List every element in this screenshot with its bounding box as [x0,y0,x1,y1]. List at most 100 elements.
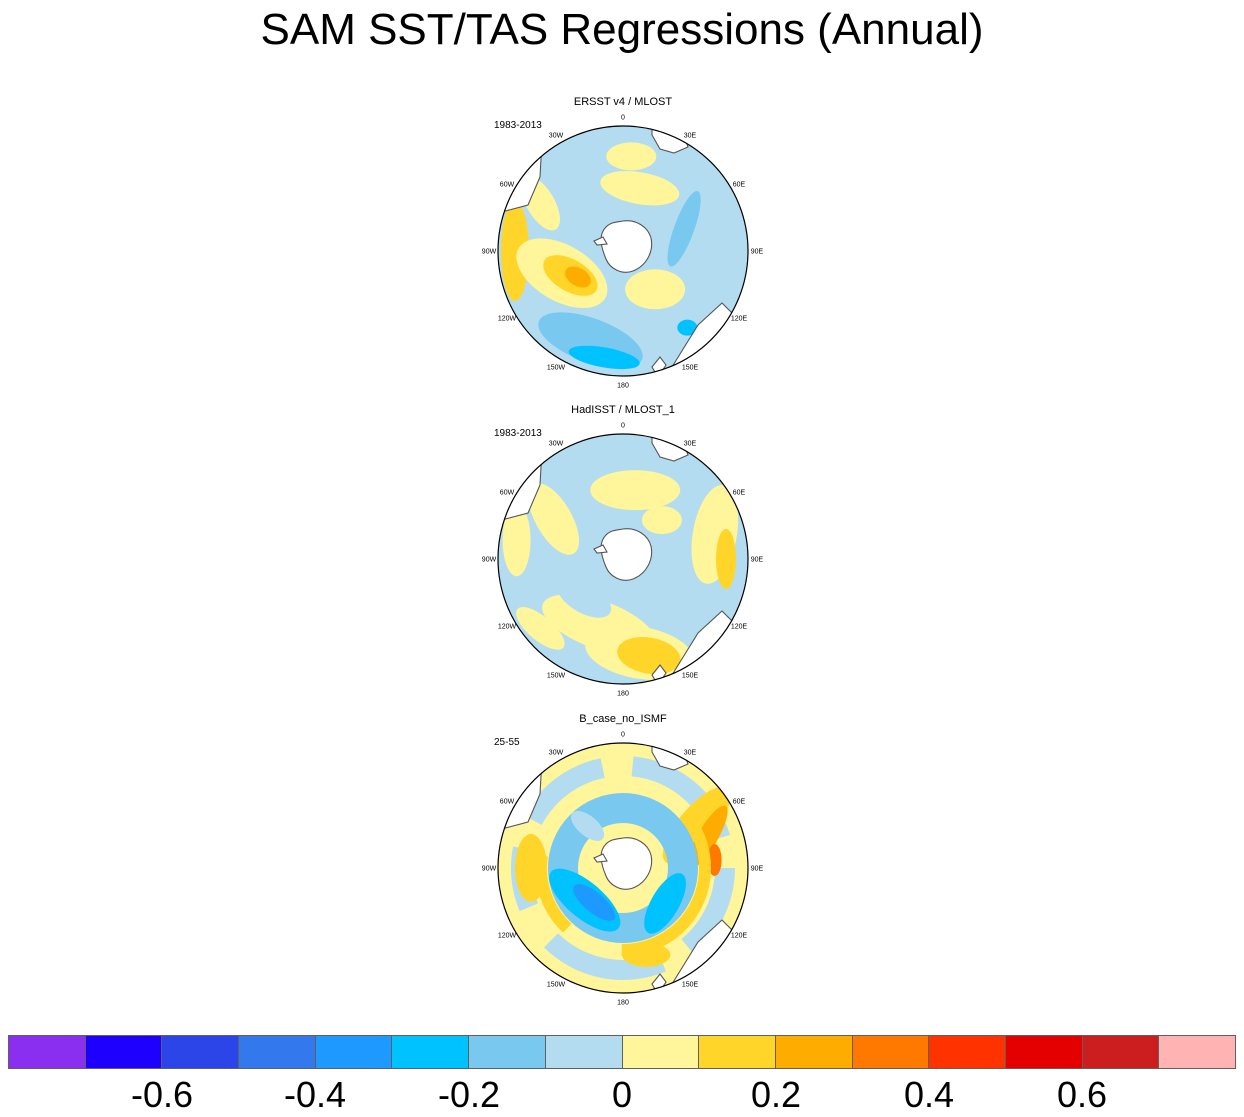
anomaly-contour [677,319,698,336]
longitude-label: 0 [621,423,625,430]
anomaly-contour [548,793,698,943]
colorbar-tick-label: 0.2 [750,1074,802,1115]
anomaly-contour [570,810,605,841]
longitude-label: 60W [500,182,515,189]
map-border [497,742,749,994]
colorbar-tick-label: 0.4 [903,1074,955,1115]
longitude-label: 120W [498,316,517,323]
longitude-label: 60W [500,799,515,806]
anomaly-contour [644,873,686,934]
panel-title: ERSST v4 / MLOST [573,96,673,108]
longitude-label: 30W [549,441,564,448]
map-panel-ersst: 0 30E 60E 90E 120E 150E 180 150W 120W 90W 60W 30W E… [470,95,776,395]
panel-title: HadISST / MLOST_1 [571,404,675,416]
map-panel-bcase: 0 30E 60E 90E 120E 150E 180 150W 120W 90W 60W 30W B… [470,712,776,1012]
colorbar-tick-label: 0 [611,1074,633,1115]
anomaly-contour [568,345,640,370]
panel-title: B_case_no_ISMF [579,713,667,725]
anomaly-contour [502,504,531,577]
longitude-label: 30W [549,750,564,757]
colorbar-box [161,1035,240,1069]
colorbar-box [468,1035,546,1069]
polar-map: 0 30E 60E 90E 120E 150E 180 150W 120W 90W 60W 30W [482,423,764,698]
anomaly-contour [641,506,682,535]
longitude-label: 180 [617,691,629,698]
longitude-label: 0 [621,732,625,739]
polar-map: 0 30E 60E 90E 120E 150E 180 150W 120W 90W 60W 30W [482,115,764,390]
colorbar-box [928,1035,1006,1069]
longitude-label: 60E [733,799,746,806]
anomaly-contour [617,637,681,675]
colorbar-box [851,1035,930,1069]
colorbar-box [314,1035,393,1069]
anomaly-contour [528,483,580,555]
longitude-label: 120W [498,933,517,940]
colorbar-tick-label: -0.2 [437,1074,501,1115]
anomaly-contour [535,780,711,956]
longitude-label: 150E [682,982,699,989]
antarctica [600,837,653,890]
longitude-label: 60W [500,490,515,497]
longitude-label: 30E [684,133,697,140]
longitude-label: 90W [482,249,497,256]
anomaly-contour [625,269,686,310]
colorbar-tick-label: 0.6 [1056,1074,1108,1115]
anomaly-contour [606,142,657,171]
longitude-label: 30E [684,750,697,757]
longitude-label: 90E [751,557,764,564]
colorbar-box [1158,1035,1236,1069]
colorbar-box [544,1035,623,1069]
longitude-label: 90E [751,249,764,256]
longitude-label: 30E [684,441,697,448]
longitude-label: 180 [617,383,629,390]
antarctica [600,528,653,581]
map-border [497,125,749,377]
antarctica [600,220,653,273]
anomaly-contour [716,529,736,589]
longitude-label: 150E [682,673,699,680]
anomaly-contour [600,170,680,206]
longitude-label: 120E [731,933,748,940]
colorbar-box [238,1035,316,1069]
antarctic-peninsula [593,853,608,863]
longitude-label: 150W [547,673,566,680]
longitude-label: 120E [731,316,748,323]
anomaly-contour [667,191,701,267]
colorbar-box [774,1035,853,1069]
colorbar-box [1004,1035,1083,1069]
longitude-label: 60E [733,490,746,497]
anomaly-contour [501,201,529,301]
longitude-label: 150W [547,365,566,372]
longitude-label: 60E [733,182,746,189]
longitude-label: 30W [549,133,564,140]
anomaly-contour [573,884,616,921]
longitude-label: 120E [731,624,748,631]
colorbar-box [84,1035,163,1069]
longitude-label: 150W [547,982,566,989]
colorbar-tick-label: -0.6 [130,1074,194,1115]
longitude-label: 150E [682,365,699,372]
figure-title: SAM SST/TAS Regressions (Annual) [260,5,984,54]
anomaly-contour [565,266,591,288]
map-panel-hadisst: 0 30E 60E 90E 120E 150E 180 150W 120W 90W 60W 30W H… [470,403,776,703]
anomaly-contour [622,942,671,967]
colorbar-box [1081,1035,1160,1069]
antarctic-peninsula [593,236,608,246]
colorbar-tick-label: -0.4 [283,1074,347,1115]
polar-map: 0 30E 60E 90E 120E 150E 180 150W 120W 90W 60W 30W [482,732,764,1007]
longitude-label: 90E [751,866,764,873]
colorbar-box [698,1035,776,1069]
panel-period: 1983-2013 [494,120,542,131]
colorbar-box [8,1035,86,1069]
longitude-label: 180 [617,1000,629,1007]
anomaly-contour [590,470,681,511]
anomaly-contour [557,578,612,618]
anomaly-contour [707,844,722,876]
longitude-label: 0 [621,115,625,122]
antarctic-peninsula [593,544,608,554]
longitude-label: 120W [498,624,517,631]
anomaly-contour [516,607,565,650]
colorbar [8,1035,1236,1069]
longitude-label: 90W [482,866,497,873]
colorbar-box [391,1035,470,1069]
